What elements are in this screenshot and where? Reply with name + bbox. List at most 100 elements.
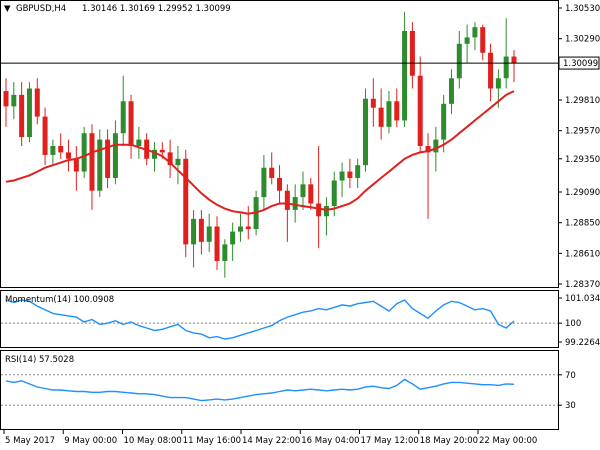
candle (402, 11, 408, 127)
candle (89, 124, 95, 210)
candle (425, 133, 431, 219)
candle (11, 82, 17, 120)
candle (120, 75, 126, 146)
candle (128, 94, 134, 159)
time-tick-label: 22 May 00:00 (479, 436, 537, 446)
momentum-tick-label: 99.2264 (565, 338, 600, 348)
candle (363, 88, 369, 172)
candle (503, 18, 509, 89)
momentum-tick-label: 101.0342 (565, 294, 600, 304)
candle (214, 216, 220, 270)
time-axis: 5 May 2017 9 May 00:00 10 May 08:00 11 May … (3, 430, 537, 446)
candle (464, 24, 470, 63)
momentum-line (5, 299, 515, 340)
candle (339, 162, 345, 198)
candle (284, 184, 290, 242)
candle (300, 171, 306, 210)
candle (191, 209, 197, 268)
candle (175, 146, 181, 185)
candle (34, 78, 40, 125)
candle (261, 154, 267, 210)
candle (323, 197, 329, 236)
candle (19, 82, 25, 146)
time-tick-label: 17 May 12:00 (361, 436, 419, 446)
candle (409, 22, 415, 89)
rsi-tick-label: 30 (565, 401, 576, 411)
candle (292, 184, 298, 223)
candle (230, 222, 236, 261)
candle (277, 165, 283, 204)
candle (112, 120, 118, 185)
candle (417, 56, 423, 153)
time-tick-label: 10 May 08:00 (124, 436, 182, 446)
momentum-panel: 101.0342 100 99.2264 (1, 294, 600, 348)
price-tick-label: 1.28610 (565, 249, 600, 259)
time-tick-label: 5 May 2017 (5, 436, 55, 446)
candle (206, 213, 212, 253)
candle (316, 146, 322, 249)
time-tick-label: 11 May 16:00 (183, 436, 241, 446)
candle (50, 139, 56, 166)
candle (488, 43, 494, 102)
candle (237, 213, 243, 242)
price-tick-label: 1.29090 (565, 188, 600, 198)
candle (97, 129, 103, 198)
candle (511, 50, 517, 83)
candle (73, 146, 79, 191)
candle (448, 69, 454, 115)
candle (222, 239, 228, 278)
ohlc-label: 1.30146 1.30169 1.29952 1.30099 (82, 4, 231, 14)
rsi-tick-label: 70 (565, 371, 576, 381)
price-tick-label: 1.28850 (565, 219, 600, 229)
candle (386, 91, 392, 134)
candle (472, 22, 478, 51)
price-tick-label: 1.29810 (565, 96, 600, 106)
rsi-panel: 70 30 (1, 371, 576, 411)
candle (136, 126, 142, 159)
candle (355, 158, 361, 189)
rsi-label: RSI(14) 57.5028 (5, 355, 74, 365)
time-tick-label: 9 May 00:00 (64, 436, 117, 446)
price-tick-label: 1.29350 (565, 155, 600, 165)
candle (58, 133, 64, 159)
candle (66, 139, 72, 172)
candle (198, 209, 204, 255)
momentum-panel-frame (0, 290, 559, 348)
time-tick-label: 14 May 22:00 (242, 436, 300, 446)
chart-title: GBPUSD,H4 (16, 4, 66, 14)
candle (441, 94, 447, 153)
candle (42, 107, 48, 166)
time-tick-label: 16 May 04:00 (301, 436, 359, 446)
momentum-tick-label: 100 (565, 319, 581, 329)
collapse-triangle-icon[interactable]: ▼ (4, 4, 11, 14)
candle (3, 78, 9, 127)
candle (456, 31, 462, 89)
candle (26, 82, 32, 143)
rsi-line (5, 378, 515, 402)
current-price-box: 1.30099 (558, 56, 600, 70)
candle (245, 206, 251, 240)
price-panel: 1.30099 1.30530 1.30290 1.29810 1.29570 1.293… (1, 4, 600, 290)
candle (378, 88, 384, 140)
candle (81, 126, 87, 178)
candle (394, 88, 400, 127)
candle (347, 158, 353, 189)
moving-average-line (5, 90, 515, 215)
candle (183, 149, 189, 258)
price-panel-frame (0, 0, 559, 288)
price-tick-label: 1.29570 (565, 127, 600, 137)
candle (269, 152, 275, 185)
candle (480, 24, 486, 61)
price-tick-label: 1.28370 (565, 280, 600, 290)
candle (167, 139, 173, 178)
candle (151, 142, 157, 172)
rsi-panel-frame (0, 350, 559, 430)
price-tick-label: 1.30290 (565, 35, 600, 45)
price-tick-label: 1.30530 (565, 4, 600, 14)
time-tick-label: 18 May 20:00 (420, 436, 478, 446)
momentum-label: Momentum(14) 100.0908 (5, 295, 114, 305)
current-price-value: 1.30099 (563, 59, 598, 69)
candle (370, 78, 376, 127)
candle (308, 177, 314, 210)
